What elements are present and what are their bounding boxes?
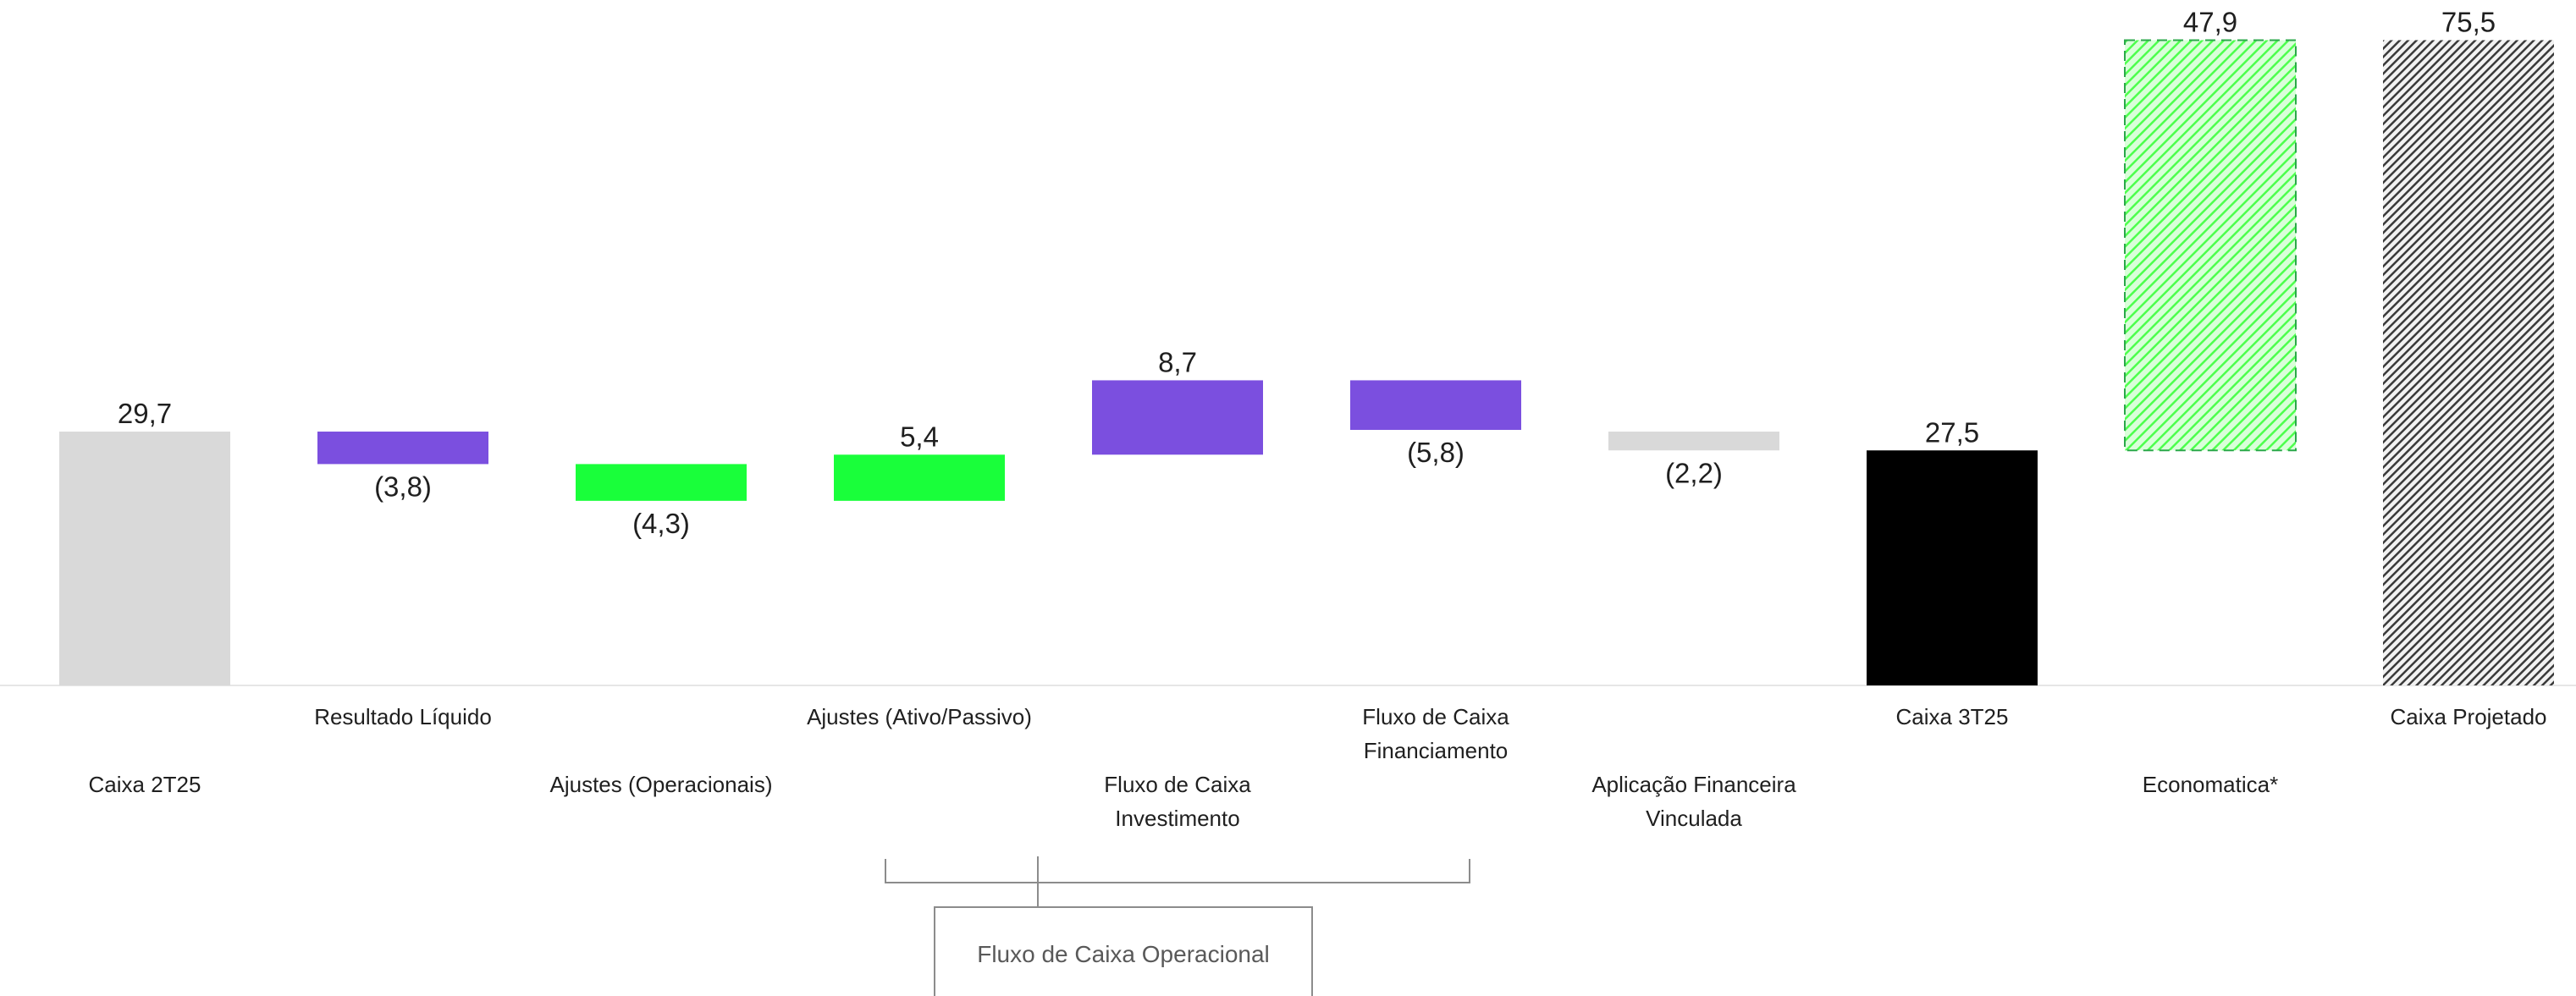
value-label-ajustes-operacionais: (4,3) — [632, 508, 690, 539]
category-label-line: Economatica* — [2143, 772, 2278, 797]
bar-economatica — [2124, 39, 2297, 452]
bar-aplicacao-financeira-vinculada — [1608, 432, 1779, 451]
bars-layer — [59, 39, 2554, 685]
value-label-fluxo-de-caixa-financiamento: (5,8) — [1407, 437, 1465, 468]
bar-ajustes-operacionais — [576, 464, 747, 501]
category-label-aplicacao-financeira-vinculada: Aplicação Financeira Vinculada — [1591, 772, 1796, 831]
annotation-label: Fluxo de Caixa Operacional — [977, 941, 1270, 967]
annotation-box — [934, 906, 1313, 996]
value-labels-layer: 29,7 (3,8) (4,3) 5,4 8,7 (5,8) (2,2) 27,5 47,9 75… — [118, 6, 2496, 538]
category-label-line: Resultado Líquido — [314, 704, 492, 729]
bar-fluxo-de-caixa-financiamento — [1350, 380, 1521, 431]
value-label-resultado-liquido: (3,8) — [374, 470, 432, 502]
category-label-line: Ajustes (Operacionais) — [550, 772, 773, 797]
category-label-line: Fluxo de Caixa — [1104, 772, 1251, 797]
category-label-line: Fluxo de Caixa — [1362, 704, 1509, 729]
bar-fluxo-de-caixa-investimento — [1092, 380, 1263, 455]
category-label-line: Financiamento — [1364, 738, 1509, 763]
value-label-caixa-2t25: 29,7 — [118, 398, 172, 429]
category-label-line: Caixa 3T25 — [1896, 704, 2009, 729]
category-labels-layer: Caixa 2T25 Resultado Líquido Ajustes (Oper… — [89, 704, 2547, 831]
operating-cash-flow-bracket: Fluxo de Caixa Operacional — [885, 856, 1470, 996]
category-label-ajustes-operacionais: Ajustes (Operacionais) — [550, 772, 773, 797]
bar-resultado-liquido — [317, 432, 488, 465]
category-label-line: Investimento — [1115, 806, 1239, 831]
category-label-line: Vinculada — [1646, 806, 1742, 831]
category-label-line: Caixa Projetado — [2391, 704, 2547, 729]
category-label-line: Ajustes (Ativo/Passivo) — [807, 704, 1032, 729]
value-label-ajustes-ativo-passivo: 5,4 — [900, 421, 939, 452]
category-label-caixa-2t25: Caixa 2T25 — [89, 772, 201, 797]
category-label-resultado-liquido: Resultado Líquido — [314, 704, 492, 729]
bar-caixa-projetado — [2383, 40, 2554, 685]
bar-caixa-2t25 — [59, 432, 230, 685]
category-label-caixa-projetado: Caixa Projetado — [2391, 704, 2547, 729]
bracket-line — [885, 859, 1470, 883]
category-label-economatica: Economatica* — [2143, 772, 2278, 797]
bar-caixa-3t25 — [1867, 450, 2038, 685]
value-label-caixa-3t25: 27,5 — [1925, 416, 1979, 448]
value-label-aplicacao-financeira-vinculada: (2,2) — [1665, 457, 1723, 488]
value-label-economatica: 47,9 — [2183, 6, 2237, 37]
category-label-line: Aplicação Financeira — [1591, 772, 1796, 797]
category-label-ajustes-ativo-passivo: Ajustes (Ativo/Passivo) — [807, 704, 1032, 729]
category-label-fluxo-de-caixa-investimento: Fluxo de Caixa Investimento — [1104, 772, 1251, 831]
category-label-caixa-3t25: Caixa 3T25 — [1896, 704, 2009, 729]
bar-ajustes-ativo-passivo — [834, 454, 1005, 501]
value-label-caixa-projetado: 75,5 — [2441, 6, 2496, 37]
category-label-fluxo-de-caixa-financiamento: Fluxo de Caixa Financiamento — [1362, 704, 1509, 763]
value-label-fluxo-de-caixa-investimento: 8,7 — [1158, 346, 1197, 377]
category-label-line: Caixa 2T25 — [89, 772, 201, 797]
